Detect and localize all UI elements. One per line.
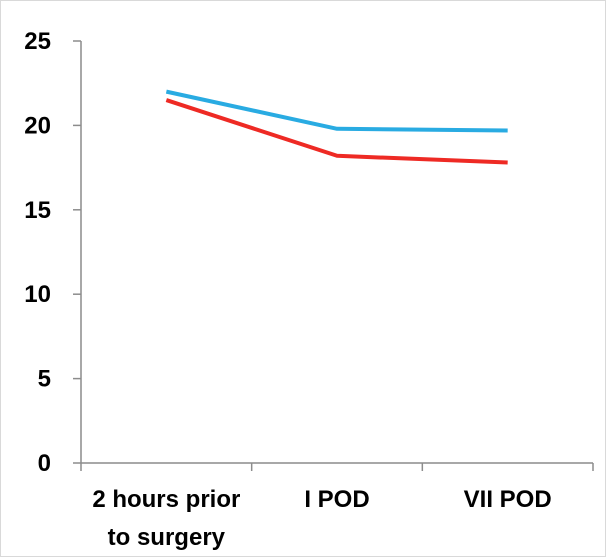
series-line-2 — [165, 98, 508, 165]
x-tick-label: I POD — [304, 486, 369, 513]
y-tick-label: 0 — [38, 450, 51, 477]
x-tick-labels: 2 hours prior to surgery I POD VII POD — [92, 486, 551, 551]
y-tick-labels: 0 5 10 15 20 25 — [24, 28, 51, 477]
x-tick-label: VII POD — [464, 486, 552, 513]
y-tick-label: 15 — [24, 197, 51, 224]
y-tick-label: 25 — [24, 28, 51, 55]
y-tick-label: 20 — [24, 112, 51, 139]
y-tick-label: 5 — [38, 366, 51, 393]
series-line-1 — [165, 89, 508, 133]
axes — [73, 40, 594, 471]
series-group — [165, 89, 508, 165]
x-tick-label: 2 hours prior to surgery — [92, 486, 240, 551]
y-tick-label: 10 — [24, 281, 51, 308]
